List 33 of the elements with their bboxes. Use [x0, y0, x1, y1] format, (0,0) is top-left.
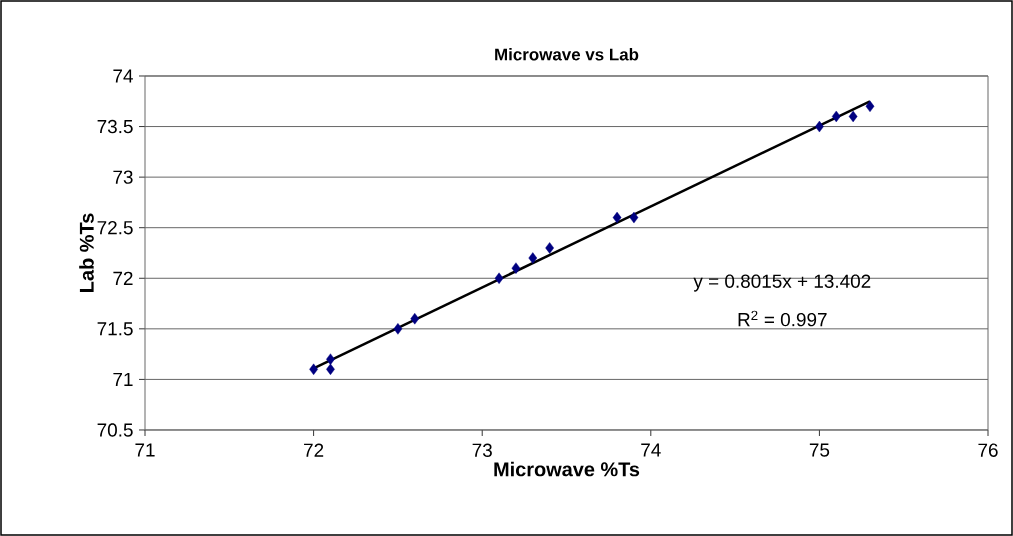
y-tick-label: 71.5 [97, 322, 133, 336]
y-tick-label: 73 [113, 170, 133, 184]
point [528, 252, 538, 264]
point [831, 110, 841, 123]
point [393, 323, 403, 335]
point [848, 110, 858, 123]
x-axis-title: Microwave %Ts [494, 461, 640, 477]
y-tick-label: 72 [113, 271, 133, 285]
point [511, 262, 521, 274]
point [309, 363, 318, 375]
x-tick-label: 76 [978, 443, 998, 457]
y-tick-label: 73.5 [97, 119, 133, 134]
point [494, 272, 504, 284]
annotation: R$^{2}$ = 0.997 [738, 310, 827, 327]
x-tick-label: 73 [472, 443, 492, 457]
annotation: y = 0.8015x + 13.402 [693, 274, 871, 292]
point [410, 313, 420, 325]
y-tick-label: 72.5 [97, 221, 133, 235]
point [612, 211, 622, 224]
y-tick-label: 70.5 [97, 423, 133, 437]
point [865, 100, 875, 113]
chart-title: Microwave vs Lab [495, 48, 639, 61]
point [629, 211, 639, 224]
x-tick-label: 71 [135, 443, 155, 457]
x-tick-label: 72 [304, 443, 324, 457]
point [326, 363, 335, 375]
y-axis-title: Lab %Ts [79, 213, 94, 292]
point [545, 242, 554, 254]
y-tick-label: 74 [113, 69, 133, 83]
x-tick-label: 74 [641, 443, 661, 457]
y-tick-label: 71 [113, 372, 133, 386]
point [326, 353, 335, 365]
x-tick-label: 75 [809, 443, 830, 457]
